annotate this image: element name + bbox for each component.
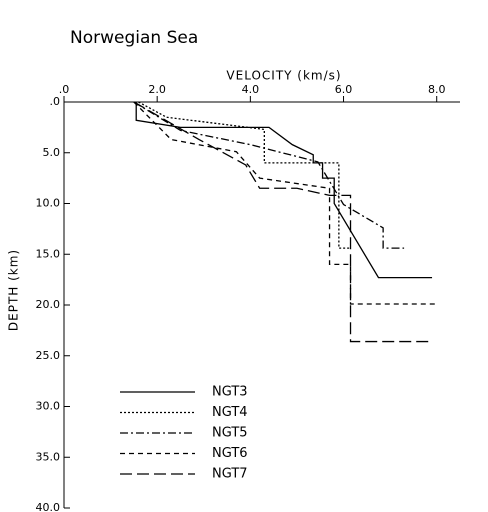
legend-label: NGT6 (212, 446, 248, 461)
y-tick-label: 5.0 (43, 146, 61, 159)
x-tick-label: 8.0 (428, 83, 446, 96)
x-tick-label: 2.0 (148, 83, 166, 96)
data-line (138, 101, 351, 249)
y-tick-label: 15.0 (36, 247, 61, 260)
x-axis-title: VELOCITY (km/s) (226, 69, 341, 83)
x-tick-label: 4.0 (242, 83, 260, 96)
y-tick-label: 20.0 (36, 298, 61, 311)
data-line (133, 101, 405, 249)
legend-label: NGT4 (212, 405, 248, 420)
y-tick-label: 35.0 (36, 450, 61, 463)
y-tick-label: 25.0 (36, 349, 61, 362)
y-axis-title: DEPTH (km) (7, 249, 21, 331)
chart-title: Norwegian Sea (70, 28, 198, 48)
legend-label: NGT5 (212, 426, 248, 441)
x-tick-label: 6.0 (335, 83, 353, 96)
data-line (133, 101, 433, 343)
y-tick-label: .0 (50, 95, 61, 108)
legend-label: NGT7 (212, 467, 248, 482)
x-tick-label: .0 (59, 83, 70, 96)
data-line (135, 102, 433, 279)
legend-label: NGT3 (212, 385, 248, 400)
y-tick-label: 30.0 (36, 400, 61, 413)
data-line (133, 101, 437, 305)
y-tick-label: 10.0 (36, 197, 61, 210)
y-tick-label: 40.0 (36, 501, 61, 512)
